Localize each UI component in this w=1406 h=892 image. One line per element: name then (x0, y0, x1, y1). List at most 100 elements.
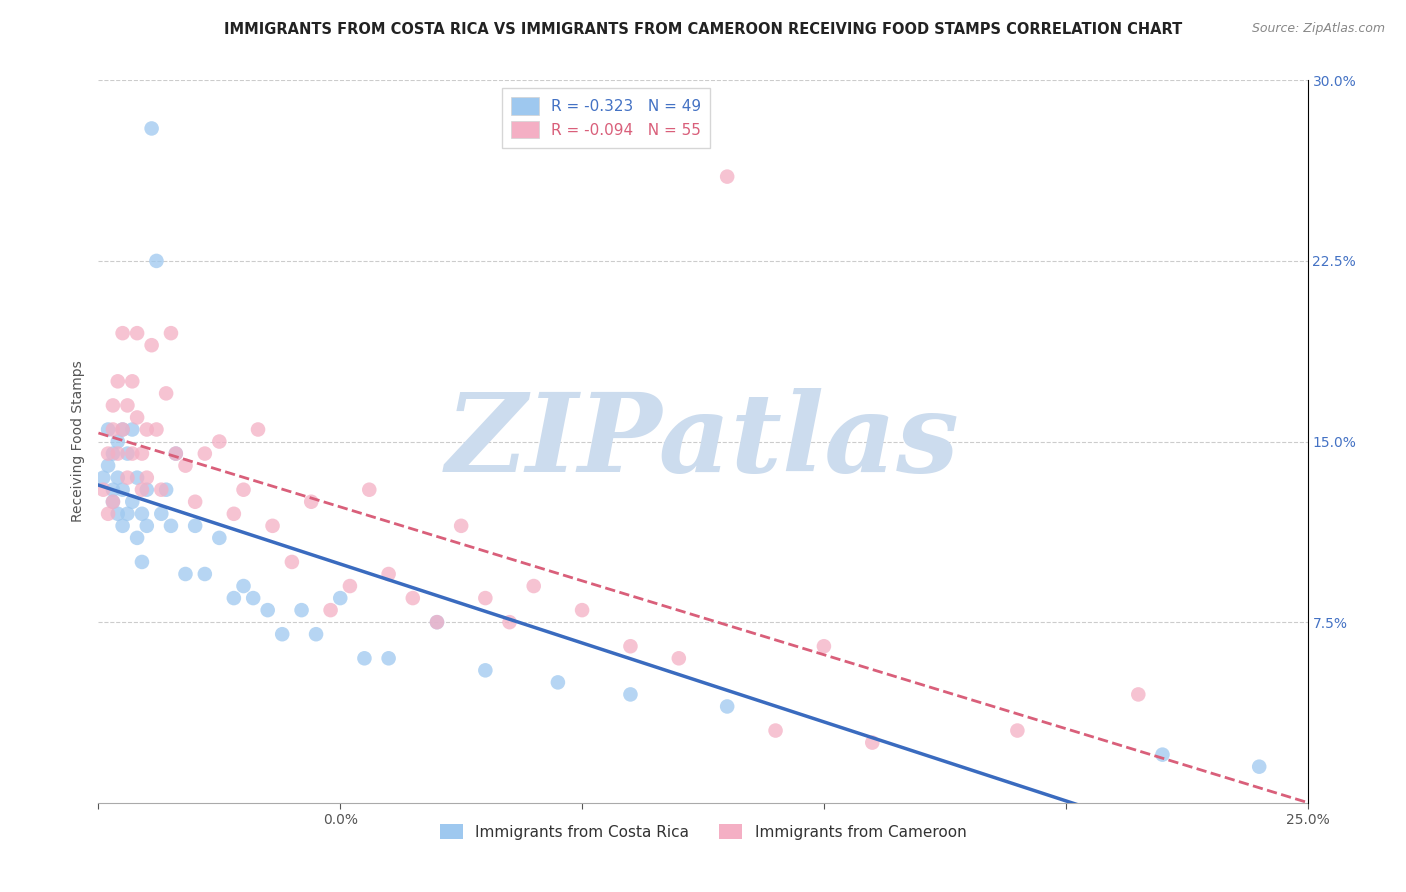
Point (107, 374, 129, 388)
Point (107, 470, 129, 484)
Point (131, 446, 153, 460)
Point (716, 169, 738, 184)
Point (141, 121, 163, 136)
Point (1249, 760, 1271, 774)
Point (208, 434, 231, 449)
Point (668, 651, 690, 665)
Point (107, 446, 129, 460)
Point (127, 410, 149, 425)
Point (174, 567, 197, 582)
Text: Source: ZipAtlas.com: Source: ZipAtlas.com (1251, 22, 1385, 36)
Point (117, 398, 139, 412)
Point (184, 494, 207, 508)
Point (222, 591, 245, 605)
Text: IMMIGRANTS FROM COSTA RICA VS IMMIGRANTS FROM CAMEROON RECEIVING FOOD STAMPS COR: IMMIGRANTS FROM COSTA RICA VS IMMIGRANTS… (224, 22, 1182, 37)
Point (619, 639, 641, 653)
Point (111, 326, 134, 340)
Point (474, 591, 496, 605)
Point (135, 518, 157, 533)
Point (101, 422, 124, 436)
Point (319, 603, 342, 617)
Point (97, 458, 120, 473)
Point (121, 422, 143, 436)
Point (111, 422, 134, 436)
Point (232, 579, 254, 593)
Point (571, 603, 593, 617)
Point (523, 579, 546, 593)
Point (208, 531, 231, 545)
Point (1152, 747, 1174, 762)
Point (716, 699, 738, 714)
Point (339, 579, 361, 593)
Point (222, 507, 245, 521)
Point (271, 627, 294, 641)
Point (145, 253, 167, 268)
Point (101, 446, 124, 460)
Point (155, 483, 177, 497)
Point (111, 422, 134, 436)
Point (353, 651, 375, 665)
Point (101, 494, 124, 508)
Point (1128, 687, 1150, 701)
Legend: Immigrants from Costa Rica, Immigrants from Cameroon: Immigrants from Costa Rica, Immigrants f… (433, 818, 973, 846)
Point (299, 494, 322, 508)
Point (117, 470, 139, 484)
Point (765, 723, 787, 738)
Point (145, 422, 167, 436)
Point (121, 446, 143, 460)
Point (426, 615, 449, 630)
Point (377, 567, 399, 582)
Point (101, 483, 124, 497)
Point (242, 591, 264, 605)
Y-axis label: Receiving Food Stamps: Receiving Food Stamps (70, 360, 84, 523)
Point (329, 591, 352, 605)
Point (474, 664, 496, 678)
Point (1007, 723, 1029, 738)
Point (131, 483, 153, 497)
Point (155, 386, 177, 401)
Point (141, 338, 163, 352)
Point (247, 422, 270, 436)
Point (860, 735, 883, 749)
Point (281, 555, 304, 569)
Point (91, 483, 114, 497)
Point (290, 603, 312, 617)
Point (131, 507, 153, 521)
Point (402, 591, 425, 605)
Point (97, 507, 120, 521)
Point (101, 494, 124, 508)
Point (135, 422, 157, 436)
Point (450, 518, 472, 533)
Point (135, 470, 157, 484)
Point (107, 507, 129, 521)
Point (174, 458, 197, 473)
Point (262, 518, 284, 533)
Point (305, 627, 328, 641)
Point (165, 446, 187, 460)
Point (127, 326, 149, 340)
Point (150, 483, 173, 497)
Point (165, 446, 187, 460)
Point (111, 483, 134, 497)
Point (107, 434, 129, 449)
Point (377, 651, 399, 665)
Point (131, 555, 153, 569)
Point (184, 518, 207, 533)
Point (232, 483, 254, 497)
Point (97, 446, 120, 460)
Point (359, 483, 381, 497)
Point (619, 687, 641, 701)
Point (160, 326, 183, 340)
Point (150, 507, 173, 521)
Point (160, 518, 183, 533)
Point (135, 483, 157, 497)
Point (111, 518, 134, 533)
Point (121, 494, 143, 508)
Point (813, 639, 835, 653)
Point (256, 603, 278, 617)
Point (97, 422, 120, 436)
Point (117, 507, 139, 521)
Point (101, 398, 124, 412)
Point (127, 531, 149, 545)
Point (127, 470, 149, 484)
